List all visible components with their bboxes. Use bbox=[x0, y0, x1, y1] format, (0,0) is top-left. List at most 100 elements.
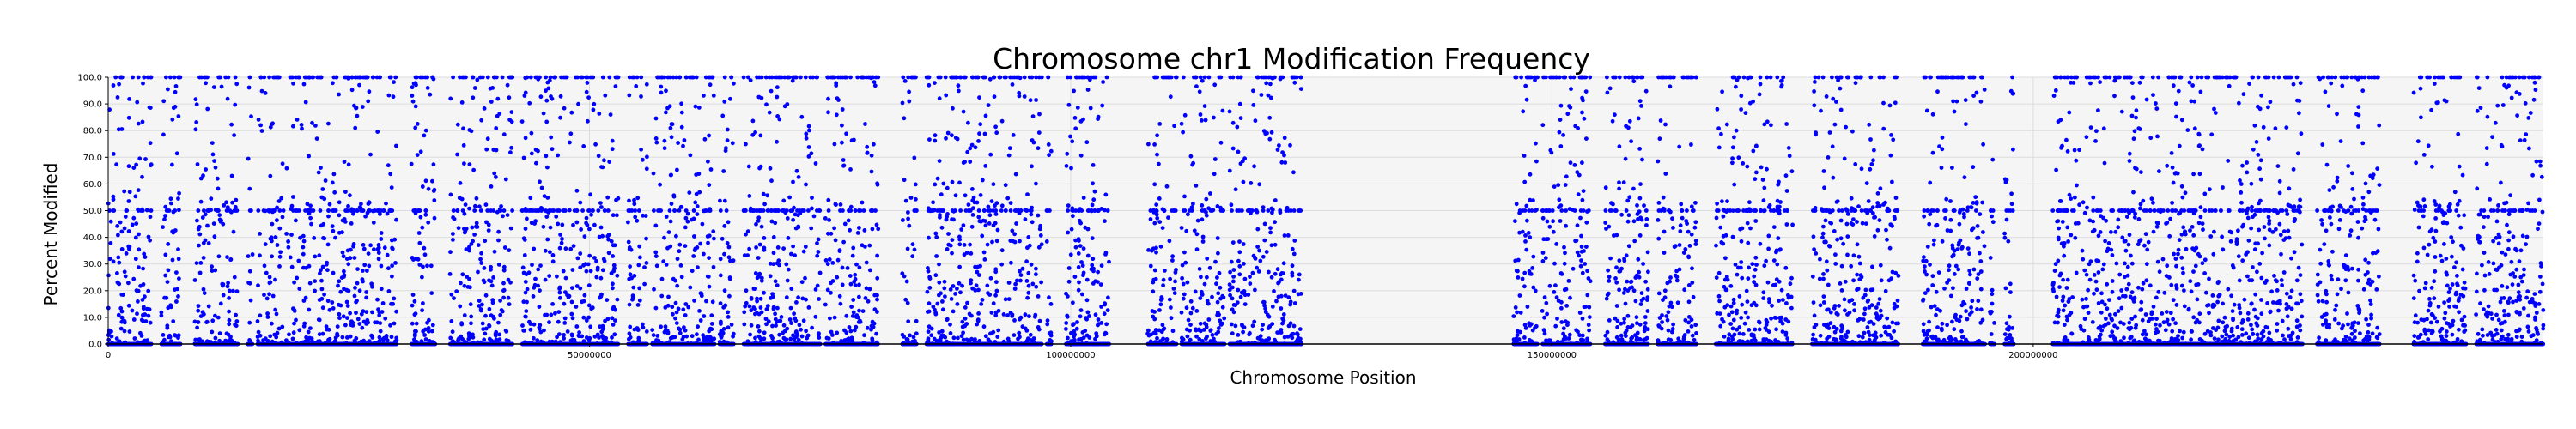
data-point bbox=[423, 212, 428, 217]
data-point bbox=[1010, 75, 1015, 80]
data-point bbox=[598, 275, 604, 281]
data-point bbox=[835, 275, 840, 280]
data-point bbox=[1066, 335, 1070, 341]
data-point bbox=[927, 301, 932, 306]
data-point bbox=[455, 208, 460, 213]
data-point bbox=[844, 313, 849, 318]
data-point bbox=[1100, 103, 1105, 108]
data-point bbox=[673, 300, 678, 305]
data-point bbox=[303, 295, 308, 300]
data-point bbox=[1034, 272, 1038, 277]
data-point bbox=[345, 304, 350, 308]
data-point bbox=[291, 208, 295, 213]
data-point bbox=[273, 277, 277, 282]
data-point bbox=[705, 234, 710, 239]
data-point bbox=[581, 144, 586, 148]
data-point bbox=[592, 222, 597, 227]
data-point bbox=[796, 213, 800, 218]
data-point bbox=[763, 75, 769, 80]
data-point bbox=[358, 205, 363, 210]
data-point bbox=[605, 195, 611, 200]
data-point bbox=[635, 196, 641, 201]
data-point bbox=[611, 286, 615, 291]
data-point bbox=[163, 273, 168, 278]
data-point bbox=[775, 139, 779, 144]
data-point bbox=[280, 324, 285, 329]
data-point bbox=[960, 283, 964, 288]
data-point bbox=[927, 137, 932, 142]
data-point bbox=[785, 216, 790, 221]
data-point bbox=[999, 203, 1005, 208]
data-point bbox=[559, 240, 564, 245]
data-point bbox=[1018, 208, 1024, 213]
data-point bbox=[744, 232, 748, 237]
data-point bbox=[470, 225, 475, 230]
data-point bbox=[343, 75, 348, 80]
data-point bbox=[681, 307, 686, 312]
data-point bbox=[276, 199, 282, 203]
data-point bbox=[597, 335, 601, 340]
data-point bbox=[203, 238, 208, 243]
data-point bbox=[835, 330, 840, 335]
data-point bbox=[507, 95, 512, 100]
data-point bbox=[1084, 333, 1090, 338]
data-point bbox=[232, 133, 236, 138]
data-point bbox=[654, 338, 659, 342]
data-point bbox=[343, 323, 348, 328]
data-point bbox=[341, 314, 346, 319]
data-point bbox=[500, 75, 505, 80]
data-point bbox=[1010, 228, 1015, 233]
data-point bbox=[722, 224, 727, 228]
data-point bbox=[290, 75, 295, 80]
data-point bbox=[131, 317, 137, 322]
data-point bbox=[585, 81, 590, 85]
data-point bbox=[370, 310, 374, 315]
data-point bbox=[595, 265, 600, 270]
data-point bbox=[489, 264, 493, 269]
data-point bbox=[970, 187, 975, 191]
data-point bbox=[862, 333, 866, 338]
data-point bbox=[811, 214, 817, 219]
data-point bbox=[1085, 310, 1091, 315]
data-point bbox=[365, 210, 370, 215]
data-point bbox=[616, 75, 621, 80]
data-point bbox=[349, 75, 355, 80]
data-point bbox=[478, 308, 483, 313]
data-point bbox=[948, 243, 953, 248]
data-point bbox=[361, 338, 366, 343]
data-point bbox=[803, 75, 808, 80]
data-point bbox=[1047, 153, 1051, 158]
data-point bbox=[220, 281, 225, 287]
data-point bbox=[537, 305, 542, 309]
data-point bbox=[320, 187, 325, 191]
data-point bbox=[993, 124, 998, 130]
data-point bbox=[791, 244, 795, 249]
data-point bbox=[945, 130, 951, 136]
data-point bbox=[122, 319, 127, 323]
data-point bbox=[601, 327, 605, 331]
data-point bbox=[742, 322, 747, 327]
data-point bbox=[592, 256, 597, 260]
data-point bbox=[870, 208, 875, 213]
data-point bbox=[547, 274, 552, 278]
data-point bbox=[612, 243, 617, 248]
data-point bbox=[1070, 208, 1074, 213]
data-point bbox=[107, 257, 112, 262]
data-point bbox=[369, 333, 374, 338]
data-point bbox=[1030, 114, 1036, 119]
data-point bbox=[835, 96, 840, 100]
data-point bbox=[682, 138, 687, 142]
data-point bbox=[708, 167, 714, 172]
data-point bbox=[382, 245, 387, 251]
data-point bbox=[378, 321, 383, 325]
data-point bbox=[227, 322, 232, 327]
data-point bbox=[759, 278, 764, 283]
data-point bbox=[307, 154, 311, 159]
data-point bbox=[1003, 297, 1008, 302]
data-point bbox=[1169, 316, 1174, 321]
data-point bbox=[644, 82, 649, 87]
data-point bbox=[452, 296, 456, 300]
data-point bbox=[504, 329, 509, 334]
data-point bbox=[1018, 317, 1022, 322]
data-point bbox=[1013, 281, 1018, 287]
